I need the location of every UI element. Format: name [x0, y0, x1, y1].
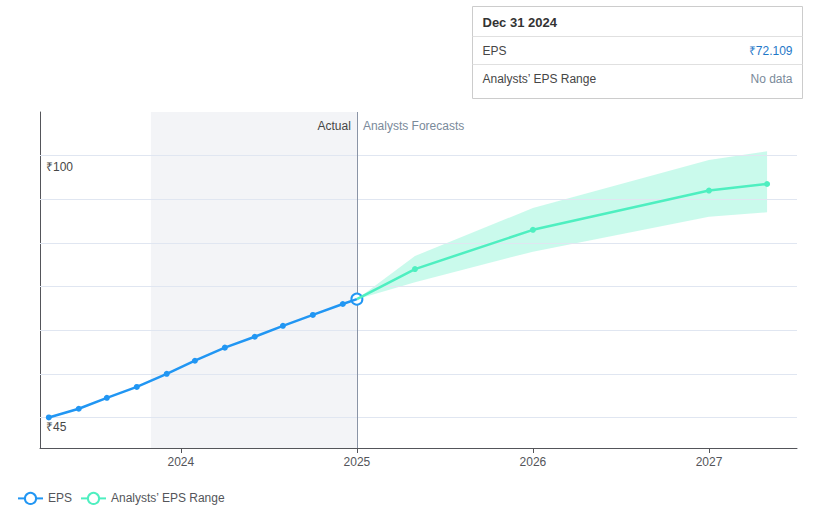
- svg-text:EPS: EPS: [48, 491, 72, 505]
- svg-text:Actual: Actual: [318, 119, 351, 133]
- svg-text:EPS: EPS: [483, 44, 507, 58]
- svg-text:Analysts’ EPS Range: Analysts’ EPS Range: [111, 491, 225, 505]
- svg-text:2024: 2024: [167, 455, 194, 469]
- svg-text:2025: 2025: [344, 455, 371, 469]
- svg-text:₹72.109: ₹72.109: [749, 44, 793, 58]
- svg-text:2027: 2027: [696, 455, 723, 469]
- svg-text:No data: No data: [750, 72, 792, 86]
- svg-text:Dec 31 2024: Dec 31 2024: [483, 15, 558, 30]
- svg-text:Analysts’ EPS Range: Analysts’ EPS Range: [483, 72, 597, 86]
- svg-text:₹100: ₹100: [46, 160, 73, 174]
- svg-text:₹45: ₹45: [46, 420, 67, 434]
- svg-text:Analysts Forecasts: Analysts Forecasts: [363, 119, 464, 133]
- svg-text:2026: 2026: [520, 455, 547, 469]
